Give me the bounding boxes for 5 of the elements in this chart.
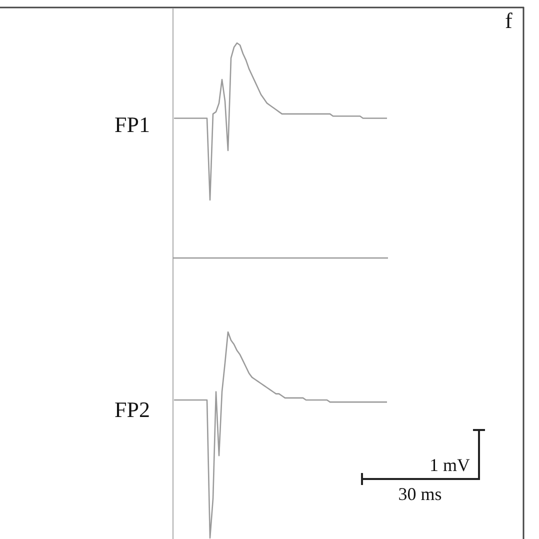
text: 1 mV (430, 455, 470, 475)
text: 30 ms (398, 484, 442, 504)
series-label: FP2 (114, 397, 150, 422)
series-label: FP1 (114, 112, 150, 137)
text: f (505, 8, 513, 33)
